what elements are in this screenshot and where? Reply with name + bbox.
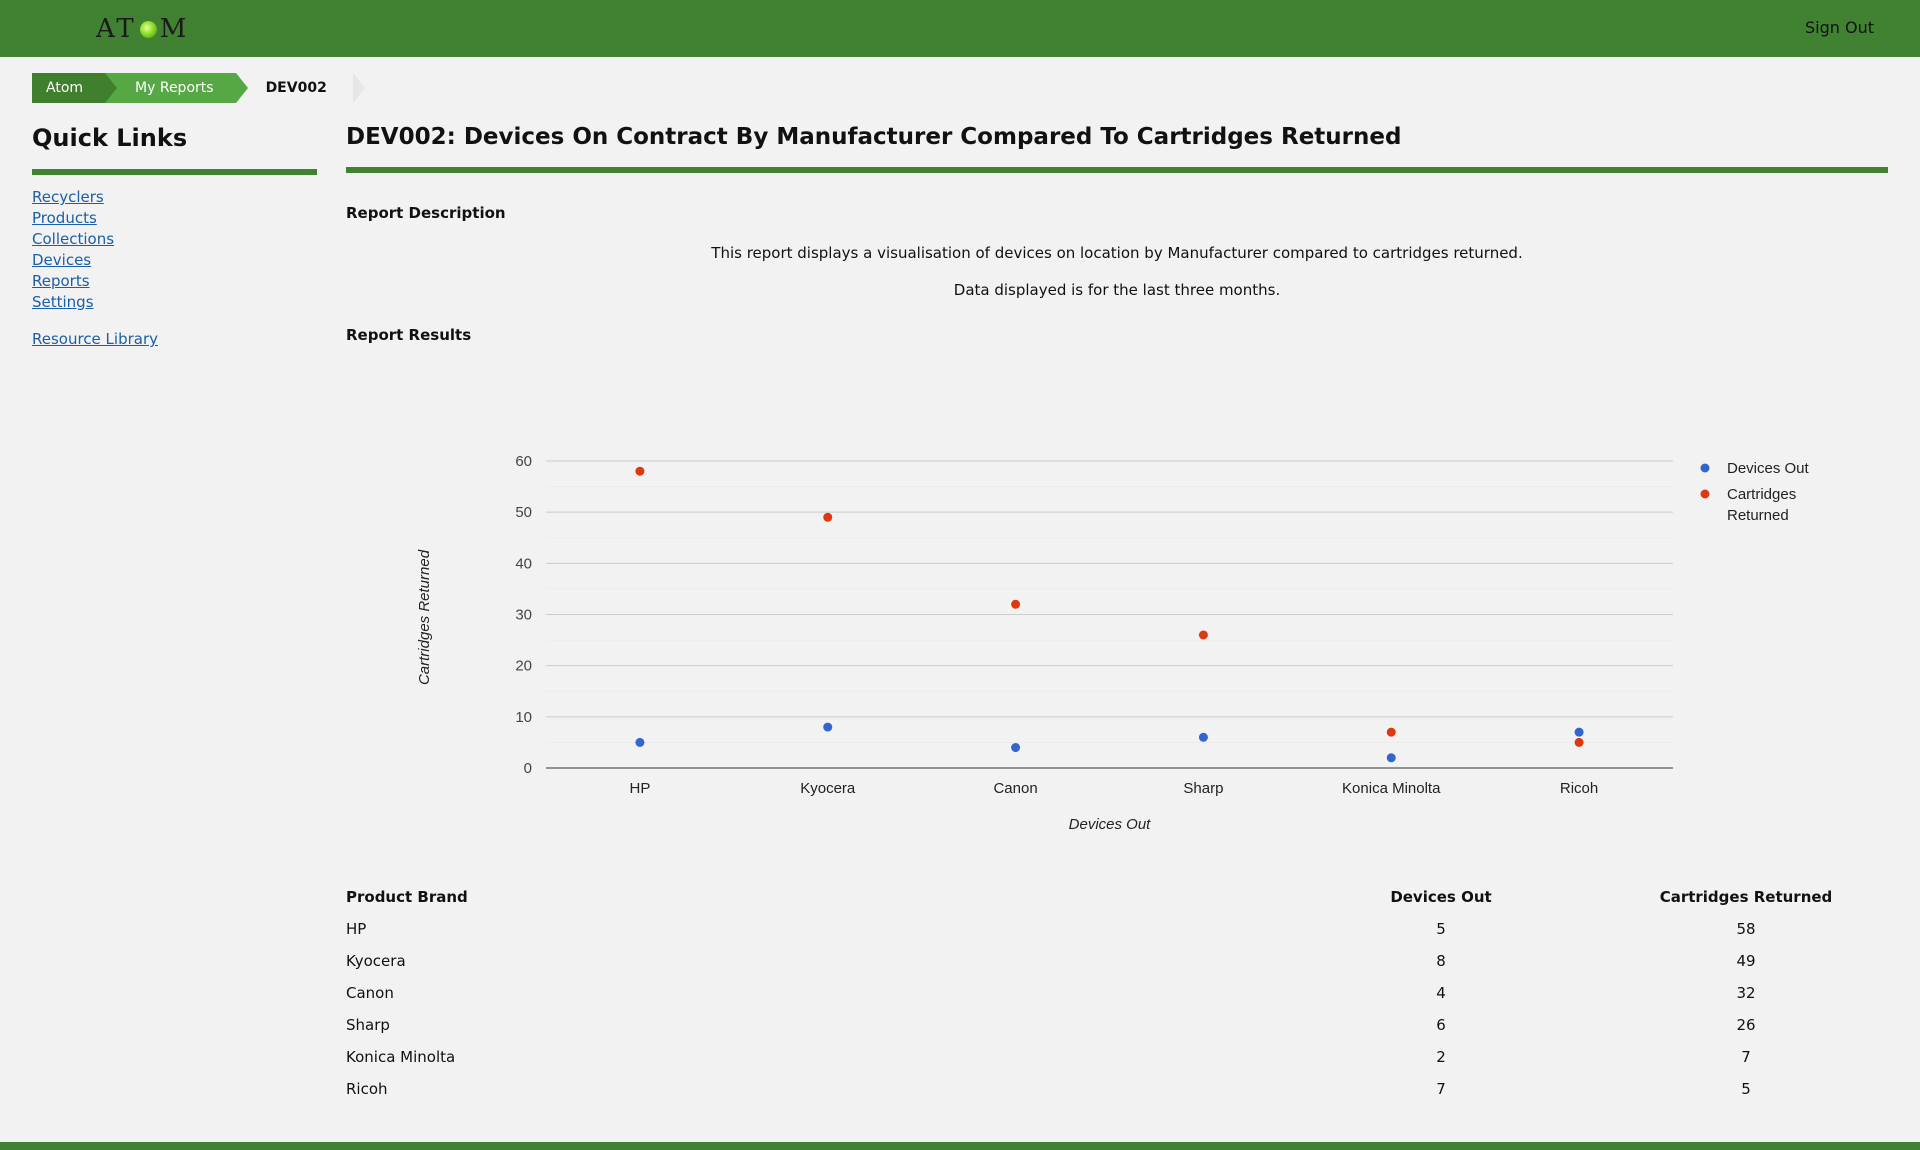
header-devices-out: Devices Out bbox=[1390, 888, 1492, 906]
cell-devices-out: 5 bbox=[1436, 920, 1446, 938]
atom-logo[interactable]: AT M bbox=[96, 14, 189, 44]
cell-devices-out: 7 bbox=[1436, 1080, 1446, 1098]
sign-out-link[interactable]: Sign Out bbox=[1805, 18, 1874, 37]
data-point bbox=[1574, 737, 1584, 747]
top-navbar: AT M Sign Out bbox=[0, 0, 1920, 57]
link-products[interactable]: Products bbox=[32, 209, 97, 227]
breadcrumb-atom[interactable]: Atom bbox=[32, 73, 118, 103]
link-resource-library[interactable]: Resource Library bbox=[32, 330, 159, 348]
description-line-1: This report displays a visualisation of … bbox=[711, 244, 1523, 262]
links-spacer bbox=[32, 313, 317, 329]
table-row: Konica Minolta 2 7 bbox=[346, 1044, 1876, 1076]
logo-orb-icon bbox=[139, 20, 157, 38]
y-axis-title: Cartridges Returned bbox=[416, 549, 433, 685]
x-axis-title: Devices Out bbox=[1069, 816, 1152, 833]
results-table: Product Brand Devices Out Cartridges Ret… bbox=[346, 884, 1876, 1108]
logo-text-right: M bbox=[159, 14, 190, 44]
cell-devices-out: 4 bbox=[1436, 984, 1446, 1002]
page-title: DEV002: Devices On Contract By Manufactu… bbox=[346, 124, 1402, 150]
data-point bbox=[635, 466, 645, 476]
data-point bbox=[823, 512, 833, 522]
cell-brand: Ricoh bbox=[346, 1080, 388, 1098]
legend-label-cartridges-returned-line1: Cartridges bbox=[1727, 486, 1796, 503]
data-point bbox=[1574, 727, 1584, 737]
legend-marker-cartridges-returned bbox=[1700, 489, 1710, 499]
cell-brand: Canon bbox=[346, 984, 394, 1002]
title-divider bbox=[346, 167, 1888, 173]
quick-links-title: Quick Links bbox=[32, 124, 188, 152]
cell-devices-out: 2 bbox=[1436, 1048, 1446, 1066]
legend-label-cartridges-returned-line2: Returned bbox=[1727, 507, 1789, 524]
table-row: HP 5 58 bbox=[346, 916, 1876, 948]
y-tick-label: 30 bbox=[515, 607, 532, 624]
x-tick-label: Canon bbox=[993, 780, 1037, 797]
data-point bbox=[1011, 743, 1021, 753]
x-tick-label: Sharp bbox=[1183, 780, 1223, 797]
cell-devices-out: 8 bbox=[1436, 952, 1446, 970]
header-cartridges-returned: Cartridges Returned bbox=[1659, 888, 1833, 906]
data-point bbox=[1386, 727, 1396, 737]
cell-cartridges-returned: 7 bbox=[1741, 1048, 1751, 1066]
x-tick-label: Ricoh bbox=[1560, 780, 1598, 797]
cell-cartridges-returned: 5 bbox=[1741, 1080, 1751, 1098]
cell-cartridges-returned: 26 bbox=[1736, 1016, 1756, 1034]
x-tick-label: HP bbox=[629, 780, 650, 797]
table-header-row: Product Brand Devices Out Cartridges Ret… bbox=[346, 884, 1876, 916]
data-point bbox=[1198, 732, 1208, 742]
quick-links-sidebar: Quick Links Recyclers Products Collectio… bbox=[32, 124, 317, 350]
data-point bbox=[1011, 599, 1021, 609]
table-row: Canon 4 32 bbox=[346, 980, 1876, 1012]
quick-links-list: Recyclers Products Collections Devices R… bbox=[32, 187, 317, 350]
cell-brand: HP bbox=[346, 920, 367, 938]
breadcrumb: Atom My Reports DEV002 bbox=[32, 73, 366, 103]
legend-marker-devices-out bbox=[1700, 463, 1710, 473]
breadcrumb-my-reports[interactable]: My Reports bbox=[105, 73, 248, 103]
logo-text-left: AT bbox=[96, 14, 137, 44]
footer-bar bbox=[0, 1142, 1920, 1150]
report-description-heading: Report Description bbox=[346, 204, 506, 222]
link-collections[interactable]: Collections bbox=[32, 230, 115, 248]
x-tick-label: Kyocera bbox=[800, 780, 856, 797]
data-point bbox=[823, 722, 833, 732]
y-tick-label: 50 bbox=[515, 504, 532, 521]
cell-devices-out: 6 bbox=[1436, 1016, 1446, 1034]
table-row: Sharp 6 26 bbox=[346, 1012, 1876, 1044]
link-reports[interactable]: Reports bbox=[32, 272, 90, 290]
scatter-chart: 0 10 20 30 40 50 60 HP Kyocera Canon Sharp Konica M… bbox=[416, 453, 1810, 833]
data-point bbox=[1198, 630, 1208, 640]
cell-brand: Sharp bbox=[346, 1016, 390, 1034]
data-point bbox=[1386, 753, 1396, 763]
data-point bbox=[635, 737, 645, 747]
legend-label-devices-out: Devices Out bbox=[1727, 460, 1810, 477]
sidebar-divider bbox=[32, 169, 317, 175]
y-tick-label: 20 bbox=[515, 658, 532, 675]
table-row: Ricoh 7 5 bbox=[346, 1076, 1876, 1108]
table-row: Kyocera 8 49 bbox=[346, 948, 1876, 980]
cell-cartridges-returned: 49 bbox=[1736, 952, 1756, 970]
y-tick-label: 0 bbox=[524, 760, 532, 777]
link-recyclers[interactable]: Recyclers bbox=[32, 188, 104, 206]
cell-cartridges-returned: 58 bbox=[1736, 920, 1756, 938]
cell-cartridges-returned: 32 bbox=[1736, 984, 1756, 1002]
header-product-brand: Product Brand bbox=[346, 888, 468, 906]
cell-brand: Konica Minolta bbox=[346, 1048, 456, 1066]
report-main: DEV002: Devices On Contract By Manufactu… bbox=[346, 124, 1888, 344]
y-tick-label: 10 bbox=[515, 709, 532, 726]
cell-brand: Kyocera bbox=[346, 952, 406, 970]
link-devices[interactable]: Devices bbox=[32, 251, 92, 269]
report-results-heading: Report Results bbox=[346, 326, 472, 344]
description-line-2: Data displayed is for the last three mon… bbox=[953, 281, 1281, 299]
link-settings[interactable]: Settings bbox=[32, 293, 94, 311]
y-tick-label: 40 bbox=[515, 555, 532, 572]
x-tick-label: Konica Minolta bbox=[1342, 780, 1441, 797]
breadcrumb-current: DEV002 bbox=[235, 73, 366, 103]
y-tick-label: 60 bbox=[515, 453, 532, 470]
